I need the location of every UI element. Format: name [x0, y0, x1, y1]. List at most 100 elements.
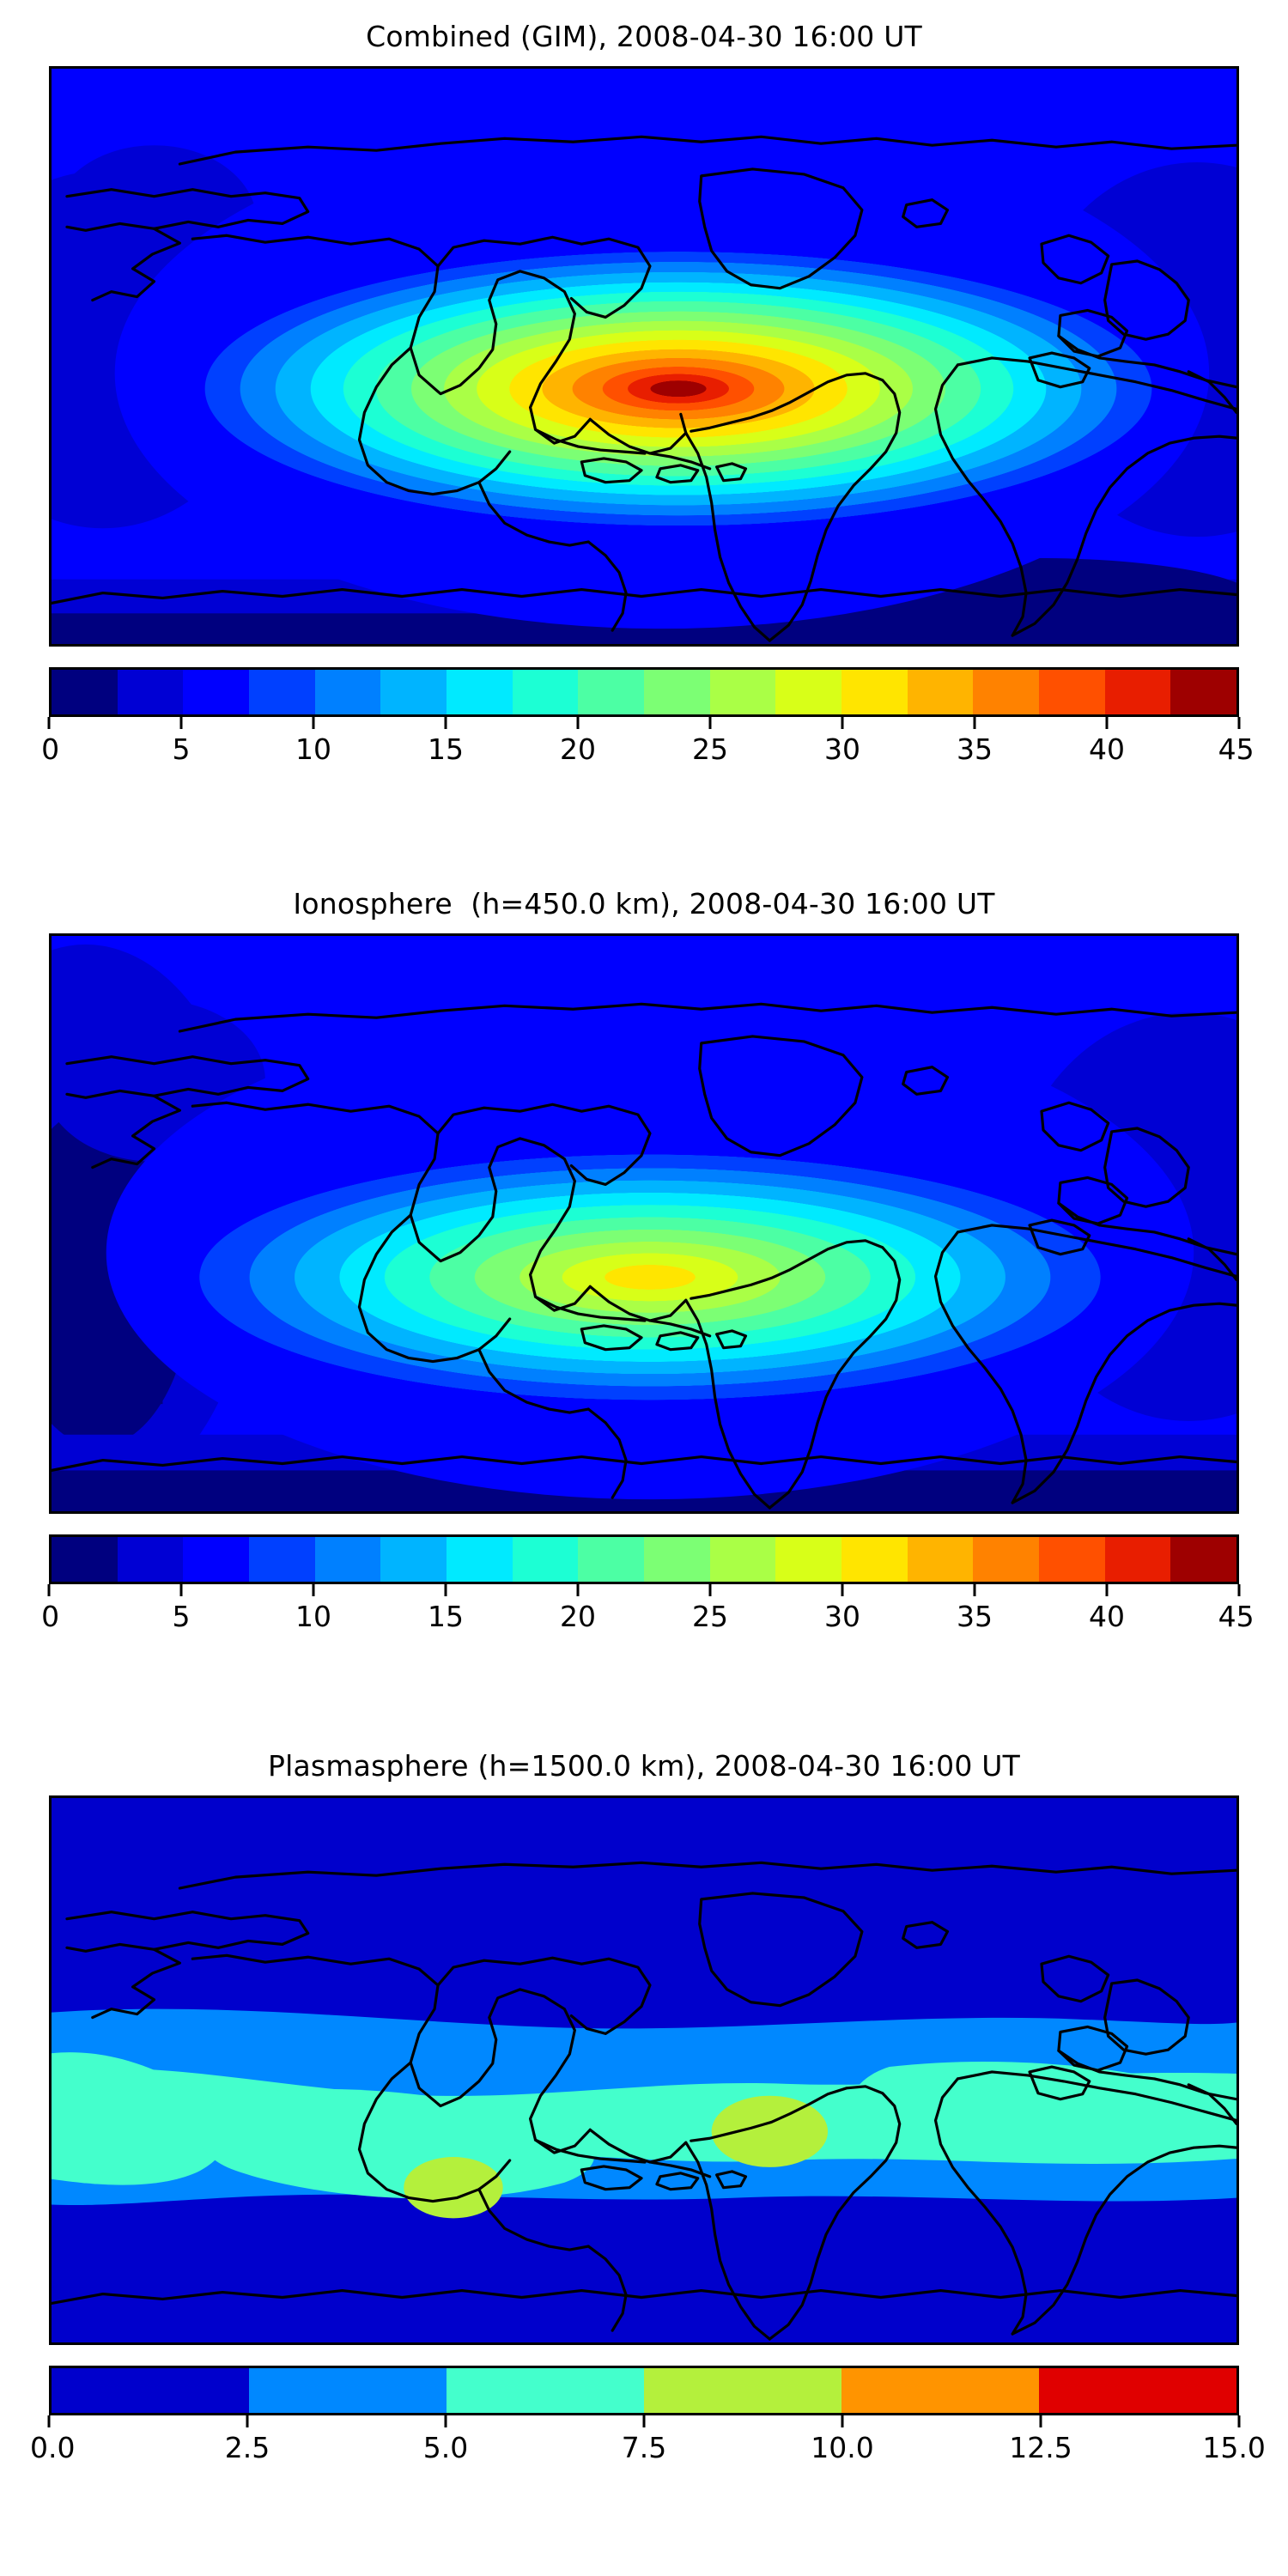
colorbar-ticks-ionosphere [47, 1584, 1241, 1598]
colorbar-band-5 [380, 1537, 447, 1582]
map-axes-plasmasphere [49, 1795, 1239, 2345]
map-axes-ionosphere [49, 933, 1239, 1514]
colorbar-band-9 [644, 670, 710, 714]
panel-title-plasmasphere: Plasmasphere (h=1500.0 km), 2008-04-30 1… [268, 1749, 1020, 1783]
colorbar-labels-plasmasphere: 0.0 2.5 5.0 7.5 10.0 12.5 15.0 [30, 2429, 1266, 2469]
colorbar-band-1 [249, 2368, 447, 2413]
colorbar-tick-label-5: 25 [692, 1600, 728, 1633]
colorbar-tick-6 [1237, 2415, 1241, 2427]
colorbar-tick-label-8: 40 [1088, 1600, 1125, 1633]
colorbar-plasmasphere: 0.0 2.5 5.0 7.5 10.0 12.5 15.0 [30, 2366, 1266, 2469]
colorbar-ticks-combined-gim [47, 717, 1241, 731]
colorbar-band-2 [183, 670, 250, 714]
colorbar-band-14 [973, 670, 1040, 714]
colorbar-tick-label-0: 0.0 [29, 2431, 76, 2464]
colorbar-band-0 [52, 1537, 118, 1582]
colorbar-tick-label-0: 0 [41, 1600, 60, 1633]
tec-field-plasmasphere [52, 1798, 1236, 2342]
map-axes-combined-gim [49, 66, 1239, 647]
colorbar-tick-label-4: 10.0 [811, 2431, 874, 2464]
colorbar-labels-ionosphere: 0 5 10 15 20 25 30 35 40 45 [41, 1598, 1254, 1637]
colorbar-tick-label-1: 2.5 [224, 2431, 270, 2464]
colorbar-band-3 [644, 2368, 841, 2413]
colorbar-tick-6 [841, 717, 844, 729]
colorbar-band-16 [1104, 670, 1171, 714]
colorbar-tick-1 [179, 717, 183, 729]
colorbar-band-7 [512, 670, 579, 714]
colorbar-band-7 [512, 1537, 579, 1582]
colorbar-band-12 [841, 1537, 908, 1582]
colorbar-tick-0 [47, 717, 51, 729]
colorbar-band-10 [709, 1537, 776, 1582]
colorbar-tick-4 [841, 2415, 844, 2427]
colorbar-band-3 [249, 670, 315, 714]
colorbar-tick-1 [179, 1584, 183, 1596]
colorbar-tick-5 [708, 717, 712, 729]
coastlines [52, 135, 1236, 642]
colorbar-band-10 [709, 670, 776, 714]
colorbar-band-13 [907, 1537, 974, 1582]
tec-field-ionosphere [52, 936, 1236, 1511]
colorbar-tick-label-5: 12.5 [1009, 2431, 1072, 2464]
colorbar-bands-combined-gim [49, 667, 1239, 717]
colorbar-tick-label-7: 35 [957, 1600, 993, 1633]
colorbar-tick-3 [642, 2415, 646, 2427]
colorbar-bands-ionosphere [49, 1534, 1239, 1584]
colorbar-ticks-plasmasphere [47, 2415, 1241, 2429]
colorbar-band-13 [907, 670, 974, 714]
colorbar-tick-label-2: 5.0 [422, 2431, 469, 2464]
colorbar-tick-label-9: 45 [1218, 732, 1255, 766]
colorbar-band-5 [380, 670, 447, 714]
colorbar-tick-label-6: 30 [824, 1600, 860, 1633]
colorbar-band-11 [775, 1537, 842, 1582]
colorbar-tick-label-3: 7.5 [621, 2431, 667, 2464]
panel-title-combined-gim: Combined (GIM), 2008-04-30 16:00 UT [366, 20, 922, 53]
colorbar-band-4 [314, 670, 381, 714]
coastlines [52, 1002, 1236, 1510]
colorbar-band-6 [447, 670, 513, 714]
colorbar-tick-label-0: 0 [41, 732, 60, 766]
colorbar-tick-label-9: 45 [1218, 1600, 1255, 1633]
panel-title-ionosphere: Ionosphere (h=450.0 km), 2008-04-30 16:0… [293, 887, 995, 920]
colorbar-band-1 [117, 1537, 184, 1582]
coastlines [52, 1861, 1236, 2341]
colorbar-tick-label-3: 15 [428, 1600, 464, 1633]
colorbar-tick-5 [708, 1584, 712, 1596]
colorbar-tick-2 [312, 717, 315, 729]
colorbar-tick-7 [973, 1584, 976, 1596]
colorbar-band-0 [52, 670, 118, 714]
colorbar-band-4 [841, 2368, 1039, 2413]
colorbar-band-15 [1039, 1537, 1105, 1582]
colorbar-tick-2 [444, 2415, 447, 2427]
colorbar-tick-9 [1237, 1584, 1241, 1596]
colorbar-tick-label-4: 20 [559, 732, 596, 766]
colorbar-band-17 [1170, 670, 1237, 714]
colorbar-band-0 [52, 2368, 249, 2413]
colorbar-tick-label-3: 15 [428, 732, 464, 766]
colorbar-band-8 [578, 670, 645, 714]
colorbar-band-6 [447, 1537, 513, 1582]
colorbar-tick-0 [47, 1584, 51, 1596]
tec-field-combined-gim [52, 69, 1236, 644]
colorbar-tick-8 [1105, 1584, 1109, 1596]
colorbar-band-4 [314, 1537, 381, 1582]
colorbar-band-5 [1039, 2368, 1236, 2413]
colorbar-tick-label-8: 40 [1088, 732, 1125, 766]
colorbar-tick-label-2: 10 [295, 732, 331, 766]
colorbar-labels-combined-gim: 0 5 10 15 20 25 30 35 40 45 [41, 731, 1254, 770]
colorbar-tick-8 [1105, 717, 1109, 729]
colorbar-tick-1 [246, 2415, 249, 2427]
colorbar-tick-3 [444, 1584, 447, 1596]
panel-plasmasphere: Plasmasphere (h=1500.0 km), 2008-04-30 1… [0, 1752, 1288, 2469]
colorbar-band-9 [644, 1537, 710, 1582]
colorbar-band-16 [1104, 1537, 1171, 1582]
colorbar-tick-label-6: 30 [824, 732, 860, 766]
panel-combined-gim: Combined (GIM), 2008-04-30 16:00 UT [0, 22, 1288, 770]
colorbar-tick-4 [576, 717, 580, 729]
panel-ionosphere: Ionosphere (h=450.0 km), 2008-04-30 16:0… [0, 890, 1288, 1637]
colorbar-band-14 [973, 1537, 1040, 1582]
colorbar-band-1 [117, 670, 184, 714]
colorbar-band-11 [775, 670, 842, 714]
colorbar-band-8 [578, 1537, 645, 1582]
